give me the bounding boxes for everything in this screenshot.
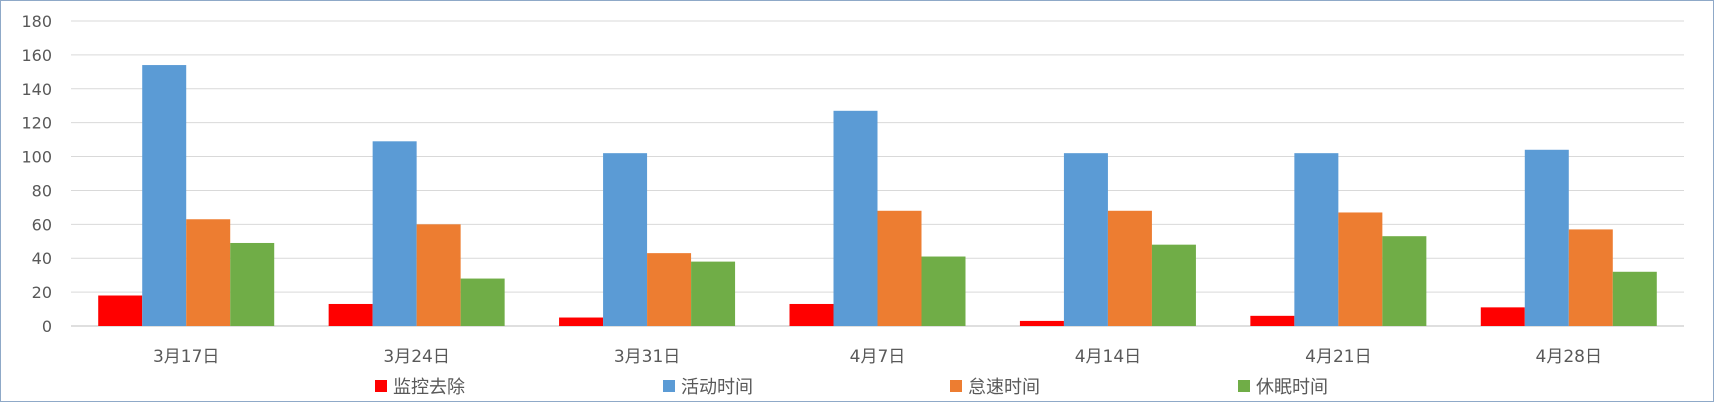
bar <box>691 261 736 326</box>
bar <box>1568 229 1613 326</box>
y-tick-label: 60 <box>32 215 52 234</box>
x-tick-label: 4月7日 <box>850 347 906 367</box>
bar <box>647 253 692 326</box>
bar <box>1107 210 1152 326</box>
bar <box>328 303 373 326</box>
x-tick-label: 3月24日 <box>383 347 449 367</box>
y-tick-label: 140 <box>21 80 52 99</box>
bar <box>186 219 231 326</box>
legend-label: 休眠时间 <box>1256 377 1328 398</box>
legend-swatch <box>1238 380 1250 392</box>
legend-swatch <box>950 380 962 392</box>
bar <box>1294 153 1339 326</box>
bar <box>877 210 922 326</box>
legend-label: 监控去除 <box>393 377 465 398</box>
bar <box>1338 212 1383 326</box>
x-tick-label: 3月17日 <box>153 347 219 367</box>
legend-label: 怠速时间 <box>968 377 1040 398</box>
bar <box>1524 149 1569 326</box>
bar <box>230 242 275 326</box>
bar <box>833 110 878 326</box>
x-tick-label: 4月28日 <box>1536 347 1602 367</box>
legend-label: 活动时间 <box>681 377 753 398</box>
y-tick-label: 120 <box>21 114 52 133</box>
y-tick-label: 0 <box>42 317 52 336</box>
x-tick-label: 4月14日 <box>1075 347 1141 367</box>
bar <box>1250 315 1295 326</box>
bar <box>921 256 966 326</box>
bar <box>1151 244 1196 326</box>
bar <box>1382 236 1427 326</box>
bar <box>372 141 417 326</box>
bar <box>460 278 505 326</box>
y-tick-label: 180 <box>21 12 52 31</box>
bar <box>1480 307 1525 326</box>
x-tick-label: 3月31日 <box>614 347 680 367</box>
bar <box>789 303 834 326</box>
bar <box>1019 320 1064 326</box>
bar <box>142 65 187 327</box>
bar <box>416 224 461 326</box>
bar <box>98 295 143 326</box>
x-tick-label: 4月21日 <box>1305 347 1371 367</box>
y-tick-label: 160 <box>21 46 52 65</box>
legend-swatch <box>663 380 675 392</box>
y-tick-label: 100 <box>21 148 52 167</box>
bar <box>603 153 648 326</box>
y-tick-label: 40 <box>32 249 52 268</box>
legend-swatch <box>375 380 387 392</box>
bar <box>1063 153 1108 326</box>
y-tick-label: 80 <box>32 181 52 200</box>
y-tick-label: 20 <box>32 283 52 302</box>
bar <box>1612 271 1657 326</box>
bar <box>559 317 604 326</box>
